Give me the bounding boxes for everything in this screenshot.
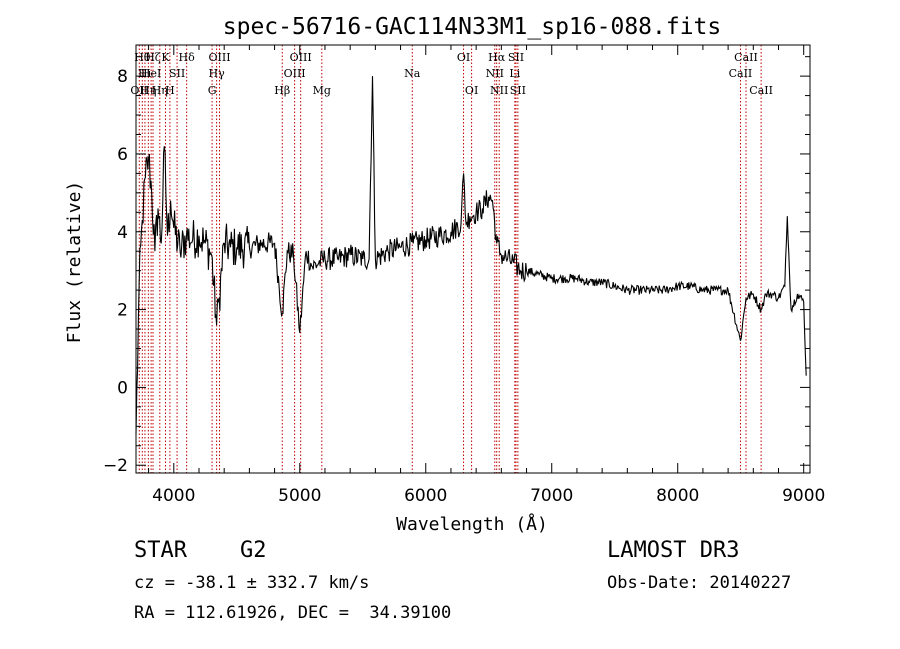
spectral-line-label: Hα [488,51,506,64]
spectral-line-label: G [208,84,217,97]
spectral-line-label: SII [508,51,524,64]
x-tick-label: 7000 [530,486,573,506]
spectral-line-label: Hη [140,84,156,97]
tick-labels: 4000 5000 6000 7000 8000 9000 −2 0 2 4 6 8 [103,67,825,506]
spectral-line-labels: OIIHθHιHηHeIHζHηKHSIIHδGHγOIIIHβOIIIOIII… [130,51,773,97]
y-tick-label: 4 [117,223,128,243]
spectral-line-label: Hθ [134,51,151,64]
observation-date: Obs-Date: 20140227 [607,573,792,593]
y-tick-label: −2 [103,456,128,476]
y-tick-label: 6 [117,145,128,165]
spectral-line-label: CaII [734,51,758,64]
flux-line-0 [135,76,807,435]
spectral-line-label: OIII [284,67,306,80]
spectral-line-label: Hβ [274,84,290,97]
survey-name: LAMOST DR3 [607,538,740,563]
spectral-line-label: HeI [141,67,161,80]
x-tick-label: 4000 [152,486,195,506]
spectral-line-label: H [165,84,175,97]
flux-series [135,76,807,435]
spectral-line-label: NII [486,67,504,80]
chart-title: spec-56716-GAC114N33M1_sp16-088.fits [223,14,722,40]
coordinates-line: RA = 112.61926, DEC = 34.39100 [134,603,452,623]
axis-ticks [136,45,810,473]
spectral-line-label: K [161,51,170,64]
spectral-line-label: CaII [729,67,753,80]
redshift-line: cz = -38.1 ± 332.7 km/s [134,573,370,593]
spectral-line-label: Hζ [145,51,161,64]
x-tick-label: 8000 [656,486,699,506]
spectral-line-label: CaII [749,84,773,97]
spectral-line-label: SII [510,84,526,97]
spectral-line-label: SII [169,67,185,80]
spectral-line-label: NII [490,84,508,97]
spectral-line-label: Hι [138,67,152,80]
object-subclass: G2 [240,538,267,563]
x-tick-label: 9000 [782,486,825,506]
spectral-line-label: Hη [152,84,168,97]
spectral-line-label: Hδ [179,51,196,64]
spectral-line-label: Hγ [209,67,226,80]
spectral-line-label: Na [404,67,421,80]
spectral-line-label: Li [509,67,520,80]
x-axis-label: Wavelength (Å) [396,513,548,535]
x-tick-label: 6000 [404,486,447,506]
spectral-line-label: OIII [290,51,312,64]
spectral-line-markers [138,45,762,473]
spectral-line-label: Mg [313,84,331,97]
x-tick-label: 5000 [278,486,321,506]
spectral-line-label: OII [130,84,148,97]
y-tick-label: 0 [117,378,128,398]
object-class: STAR [134,538,187,563]
spectral-line-label: OI [465,84,478,97]
plot-frame [135,44,811,474]
y-axis-label: Flux (relative) [64,181,85,344]
y-tick-label: 8 [117,67,128,87]
spectral-line-label: OI [457,51,470,64]
y-tick-label: 2 [117,301,128,321]
spectral-line-label: OIII [208,51,230,64]
